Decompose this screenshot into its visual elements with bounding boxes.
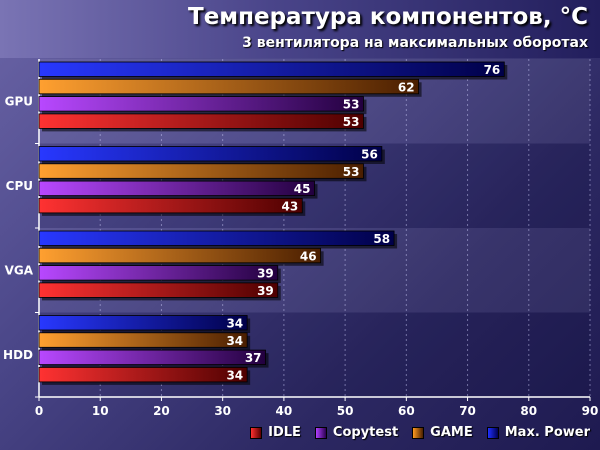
- legend-swatch-max-power: [486, 426, 499, 439]
- legend-item-idle: IDLE: [250, 425, 301, 440]
- bar-hdd-copytest: [38, 349, 266, 366]
- legend-label-copytest: Copytest: [332, 425, 399, 440]
- x-tick-label: 20: [153, 404, 170, 418]
- x-tick-label: 60: [398, 404, 415, 418]
- legend-label-max-power: Max. Power: [504, 425, 590, 440]
- legend-item-max-power: Max. Power: [486, 425, 590, 440]
- bar-hdd-max-power: [38, 315, 248, 331]
- y-category-label-gpu: GPU: [5, 94, 33, 108]
- x-tick-label: 70: [459, 404, 476, 418]
- data-label-hdd-max-power: 34: [226, 317, 243, 331]
- legend-label-idle: IDLE: [268, 425, 301, 440]
- y-category-label-cpu: CPU: [6, 179, 33, 193]
- x-tick-label: 40: [276, 404, 293, 418]
- data-label-cpu-game: 53: [343, 165, 360, 179]
- data-label-cpu-max-power: 56: [361, 148, 378, 162]
- bar-vga-max-power: [38, 230, 395, 246]
- title-area: Температура компонентов, °C 3 вентилятор…: [0, 0, 600, 58]
- data-label-vga-game: 46: [300, 249, 317, 263]
- x-tick-label: 30: [214, 404, 231, 418]
- y-category-label-vga: VGA: [5, 263, 34, 277]
- chart-title: Температура компонентов, °C: [188, 4, 588, 30]
- x-tick-label: 50: [337, 404, 354, 418]
- bar-hdd-idle: [38, 366, 248, 383]
- bar-cpu-game: [38, 163, 364, 179]
- bar-cpu-idle: [38, 197, 303, 214]
- data-label-cpu-idle: 43: [282, 199, 299, 213]
- legend-label-game: GAME: [430, 425, 473, 440]
- data-label-gpu-copytest: 53: [343, 98, 360, 112]
- bar-gpu-copytest: [38, 96, 364, 112]
- data-label-gpu-idle: 53: [343, 115, 360, 129]
- bar-vga-idle: [38, 282, 279, 298]
- bar-cpu-max-power: [38, 146, 383, 162]
- data-label-vga-max-power: 58: [373, 232, 390, 246]
- legend: IDLE Copytest GAME Max. Power: [250, 425, 590, 440]
- data-label-gpu-max-power: 76: [484, 63, 501, 77]
- data-label-gpu-game: 62: [398, 80, 415, 94]
- data-label-cpu-copytest: 45: [294, 182, 311, 196]
- bar-vga-game: [38, 247, 322, 264]
- bar-gpu-idle: [38, 113, 364, 129]
- bar-gpu-game: [38, 78, 419, 95]
- legend-swatch-copytest: [314, 426, 327, 439]
- y-category-label-hdd: HDD: [3, 348, 33, 362]
- x-tick-label: 90: [582, 404, 599, 418]
- x-tick-label: 0: [35, 404, 43, 418]
- x-tick-label: 80: [520, 404, 537, 418]
- legend-item-game: GAME: [412, 425, 473, 440]
- data-label-hdd-idle: 34: [226, 368, 243, 382]
- chart-subtitle: 3 вентилятора на максимальных оборотах: [242, 35, 588, 51]
- data-label-vga-idle: 39: [257, 284, 274, 298]
- legend-swatch-game: [412, 426, 425, 439]
- x-tick-label: 10: [92, 404, 109, 418]
- bar-vga-copytest: [38, 265, 279, 281]
- bar-gpu-max-power: [38, 61, 505, 77]
- data-label-vga-copytest: 39: [257, 267, 274, 281]
- bar-cpu-copytest: [38, 180, 315, 197]
- legend-swatch-idle: [250, 426, 263, 439]
- data-label-hdd-copytest: 37: [245, 351, 262, 365]
- data-label-hdd-game: 34: [226, 334, 243, 348]
- legend-item-copytest: Copytest: [314, 425, 399, 440]
- bar-hdd-game: [38, 332, 248, 348]
